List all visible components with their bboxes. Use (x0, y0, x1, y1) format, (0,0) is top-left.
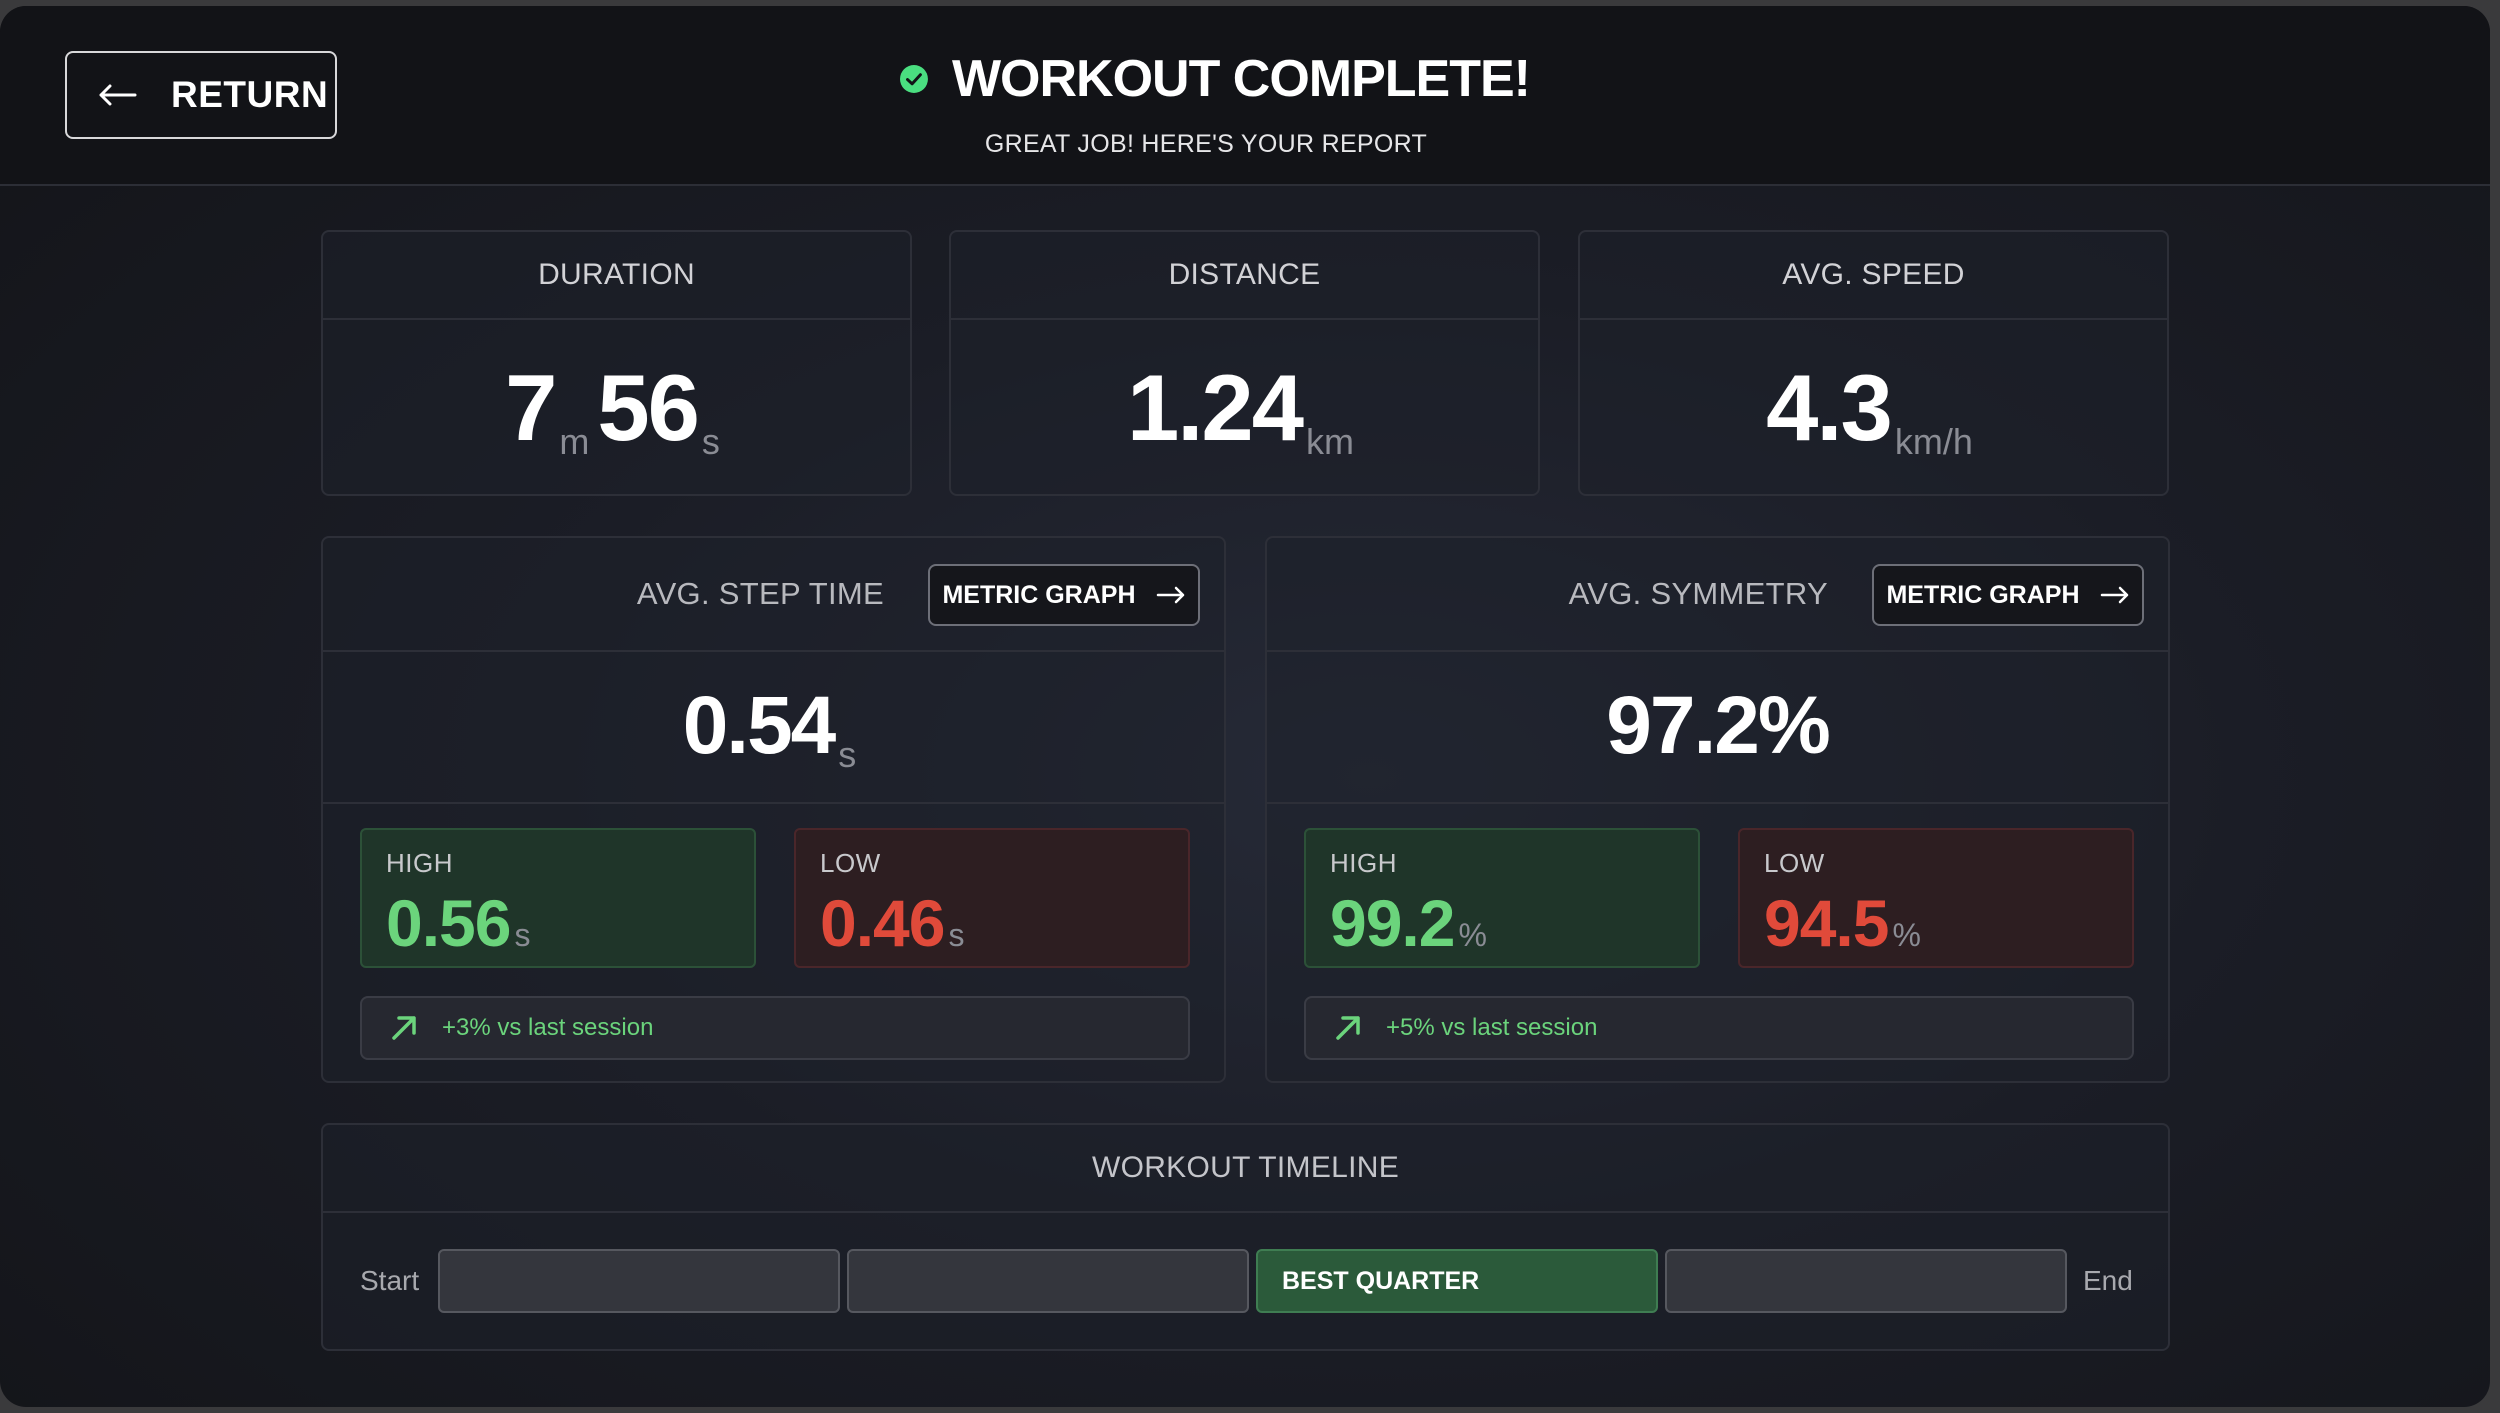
best-quarter-label: BEST QUARTER (1282, 1266, 1480, 1295)
header: RETURN WORKOUT COMPLETE! GREAT JOB! HERE… (0, 6, 2490, 186)
distance-unit: km (1305, 421, 1354, 462)
distance-number: 1.24 (1127, 355, 1304, 460)
trend-text: +5% vs last session (1386, 1014, 1598, 1041)
return-label: RETURN (171, 74, 329, 115)
high-label: HIGH (386, 848, 453, 878)
high-value: 99.2% (1330, 886, 1487, 960)
arrow-left-icon (99, 84, 137, 106)
trend-text: +3% vs last session (442, 1014, 654, 1041)
distance-value: 1.24 km (1127, 354, 1362, 462)
symmetry-high-box: HIGH 99.2% (1304, 828, 1700, 968)
symmetry-trend: +5% vs last session (1304, 996, 2134, 1060)
step-time-trend: +3% vs last session (360, 996, 1190, 1060)
step-time-card: AVG. STEP TIME METRIC GRAPH 0.54 s HIGH … (321, 536, 1226, 1083)
high-label: HIGH (1330, 848, 1397, 878)
low-label: LOW (820, 848, 881, 878)
arrow-right-icon (1156, 586, 1184, 604)
timeline-start-label: Start (360, 1265, 420, 1296)
page-subtitle: GREAT JOB! HERE'S YOUR REPORT (984, 130, 1428, 158)
arrow-right-icon (2100, 586, 2128, 604)
low-label: LOW (1764, 848, 1825, 878)
speed-number: 4.3 (1766, 355, 1893, 460)
symmetry-card: AVG. SYMMETRY METRIC GRAPH 97.2% HIGH 99… (1265, 536, 2170, 1083)
symmetry-number: 97.2% (1606, 680, 1831, 771)
step-time-unit: s (838, 734, 857, 775)
duration-seconds-unit: s (701, 421, 720, 462)
symmetry-graph-button[interactable]: METRIC GRAPH (1872, 564, 2144, 626)
graph-button-label: METRIC GRAPH (942, 580, 1136, 609)
duration-label: DURATION (323, 232, 910, 320)
duration-minutes: 7 (505, 355, 557, 460)
symmetry-low-box: LOW 94.5% (1738, 828, 2134, 968)
duration-seconds: 56 (597, 355, 700, 460)
check-circle-icon (900, 65, 928, 93)
distance-card: DISTANCE 1.24 km (949, 230, 1540, 496)
duration-value: 7 m 56 s (505, 354, 728, 462)
timeline-segment-2[interactable] (847, 1249, 1249, 1313)
workout-report-screen: RETURN WORKOUT COMPLETE! GREAT JOB! HERE… (0, 6, 2490, 1407)
workout-timeline: WORKOUT TIMELINE Start BEST QUARTER End (321, 1123, 2170, 1351)
timeline-end-label: End (2083, 1265, 2133, 1296)
low-value: 94.5% (1764, 886, 1921, 960)
high-value: 0.56 s (386, 886, 530, 960)
duration-minutes-unit: m (559, 421, 590, 462)
timeline-segment-4[interactable] (1665, 1249, 2067, 1313)
page-title: WORKOUT COMPLETE! (951, 50, 1531, 108)
speed-value: 4.3 km/h (1766, 354, 1981, 462)
low-value: 0.46 s (820, 886, 964, 960)
step-time-low-box: LOW 0.46 s (794, 828, 1190, 968)
title-group: WORKOUT COMPLETE! (900, 44, 1531, 114)
speed-unit: km/h (1894, 421, 1973, 462)
return-button[interactable]: RETURN (65, 51, 337, 139)
symmetry-value: 97.2% (1606, 679, 1831, 773)
speed-card: AVG. SPEED 4.3 km/h (1578, 230, 2169, 496)
trend-up-icon (392, 1016, 416, 1040)
timeline-segment-best[interactable]: BEST QUARTER (1256, 1249, 1658, 1313)
step-time-high-box: HIGH 0.56 s (360, 828, 756, 968)
timeline-title: WORKOUT TIMELINE (323, 1125, 2168, 1213)
step-time-graph-button[interactable]: METRIC GRAPH (928, 564, 1200, 626)
step-time-number: 0.54 (682, 680, 837, 771)
duration-card: DURATION 7 m 56 s (321, 230, 912, 496)
graph-button-label: METRIC GRAPH (1886, 580, 2080, 609)
speed-label: AVG. SPEED (1580, 232, 2167, 320)
trend-up-icon (1336, 1016, 1360, 1040)
step-time-label: AVG. STEP TIME (636, 576, 884, 611)
distance-label: DISTANCE (951, 232, 1538, 320)
symmetry-label: AVG. SYMMETRY (1568, 576, 1828, 611)
step-time-value: 0.54 s (682, 679, 865, 775)
timeline-segment-1[interactable] (438, 1249, 840, 1313)
